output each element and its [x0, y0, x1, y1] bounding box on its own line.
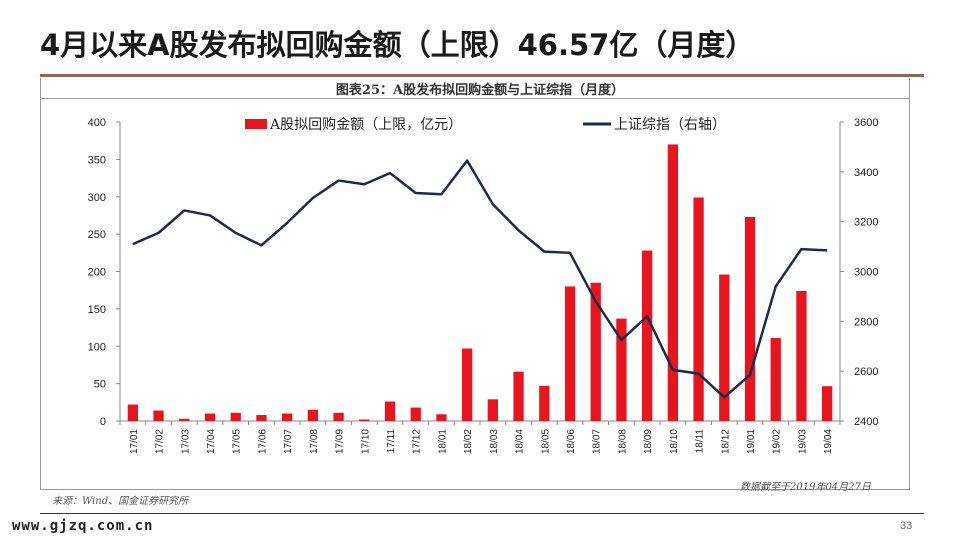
right-tick-label: 3600 [854, 117, 878, 129]
x-tick-label: 19/01 [746, 429, 757, 454]
bar [282, 413, 293, 421]
x-tick-label: 18/05 [540, 429, 551, 454]
x-tick-label: 17/10 [360, 429, 371, 454]
x-tick-label: 17/12 [412, 429, 423, 454]
bar [462, 348, 473, 421]
x-tick-label: 18/12 [720, 429, 731, 454]
x-tick-label: 18/08 [617, 429, 628, 454]
bar [539, 385, 550, 421]
legend-label-bar: A股拟回购金额（上限，亿元） [269, 117, 462, 133]
bar [256, 415, 267, 421]
x-tick-label: 17/11 [386, 429, 397, 454]
right-axis: 2400 2600 2800 3000 3200 3400 3600 [839, 117, 878, 428]
bar [693, 197, 704, 421]
x-tick-label: 17/03 [180, 429, 191, 454]
bar [590, 282, 601, 421]
bar [359, 419, 370, 421]
left-tick-label: 200 [88, 267, 106, 279]
bar [616, 318, 627, 421]
left-tick-label: 150 [88, 304, 106, 316]
chart-caption: 图表25：A股发布拟回购金额与上证综指（月度） [335, 83, 625, 98]
left-axis: 0 50 100 150 200 250 300 350 400 [88, 117, 121, 428]
x-tick-label: 17/05 [232, 429, 243, 454]
bar [384, 401, 396, 421]
right-tick-label: 3200 [854, 217, 878, 229]
x-tick-label: 17/09 [335, 429, 346, 454]
bar [822, 386, 833, 421]
bar [487, 399, 498, 421]
caption-divider [40, 98, 910, 99]
left-tick-label: 0 [100, 416, 106, 428]
bar [307, 409, 318, 421]
index-line [132, 159, 828, 399]
bar [719, 274, 730, 421]
right-tick-label: 2600 [854, 366, 878, 378]
x-tick-label: 19/04 [823, 429, 834, 454]
right-tick-label: 3000 [854, 267, 878, 279]
page-number: 33 [900, 520, 913, 532]
x-tick-label: 19/03 [797, 429, 808, 454]
bar [744, 216, 756, 421]
x-tick-label: 17/06 [257, 429, 268, 454]
bar [436, 414, 447, 421]
chart-frame [40, 78, 910, 490]
x-tick-label: 18/09 [643, 429, 654, 454]
bar-series [127, 144, 833, 422]
x-tick-label: 17/07 [283, 429, 294, 454]
line-series [132, 159, 828, 399]
x-tick-label: 18/07 [592, 429, 603, 454]
x-tick-label: 17/04 [206, 429, 217, 454]
right-tick-label: 2800 [854, 316, 878, 328]
bar [230, 412, 241, 421]
bar [410, 407, 421, 421]
x-tick-label: 18/10 [669, 429, 680, 454]
x-tick-label: 18/02 [463, 429, 474, 454]
slide-title: 4月以来A股发布拟回购金额（上限）46.57亿（月度） [40, 28, 755, 62]
x-tick-label: 17/01 [129, 429, 140, 454]
bar [770, 338, 781, 421]
left-tick-label: 350 [88, 154, 106, 166]
bar [796, 290, 807, 421]
bar [153, 410, 164, 421]
bar [642, 250, 653, 421]
x-tick-label: 18/01 [437, 429, 448, 454]
legend-label-line: 上证综指（右轴） [614, 117, 726, 133]
bar [179, 418, 190, 421]
x-tick-label: 18/04 [515, 429, 526, 454]
source-note: 来源：Wind、国金证券研究所 [52, 496, 189, 507]
right-tick-label: 3400 [854, 167, 878, 179]
bar [667, 144, 678, 422]
title-divider [40, 74, 924, 77]
x-tick-label: 18/11 [695, 429, 706, 454]
legend-swatch-bar [245, 119, 267, 129]
x-tick-label: 17/02 [155, 429, 166, 454]
bar [564, 286, 576, 421]
bottom-divider [40, 513, 924, 514]
website-watermark: www.gjzq.com.cn [12, 518, 154, 534]
x-tick-label: 18/06 [566, 429, 577, 454]
bar [127, 404, 138, 421]
data-cutoff-note: 数据截至于2019年04月27日 [740, 482, 871, 493]
right-tick-label: 2400 [854, 416, 878, 428]
bar [204, 413, 216, 421]
left-tick-label: 50 [94, 379, 106, 391]
left-tick-label: 250 [88, 229, 106, 241]
x-tick-label: 19/02 [772, 429, 783, 454]
left-tick-label: 100 [88, 341, 106, 353]
x-axis: 17/01 17/02 17/03 17/04 17/05 17/06 17/07 17/08… [119, 420, 841, 454]
bar [513, 371, 524, 421]
left-tick-label: 400 [88, 117, 106, 129]
chart-legend: A股拟回购金额（上限，亿元） 上证综指（右轴） [245, 117, 726, 133]
x-tick-label: 17/08 [309, 429, 320, 454]
left-tick-label: 300 [88, 192, 106, 204]
bar [333, 412, 344, 421]
x-tick-label: 18/03 [489, 429, 500, 454]
